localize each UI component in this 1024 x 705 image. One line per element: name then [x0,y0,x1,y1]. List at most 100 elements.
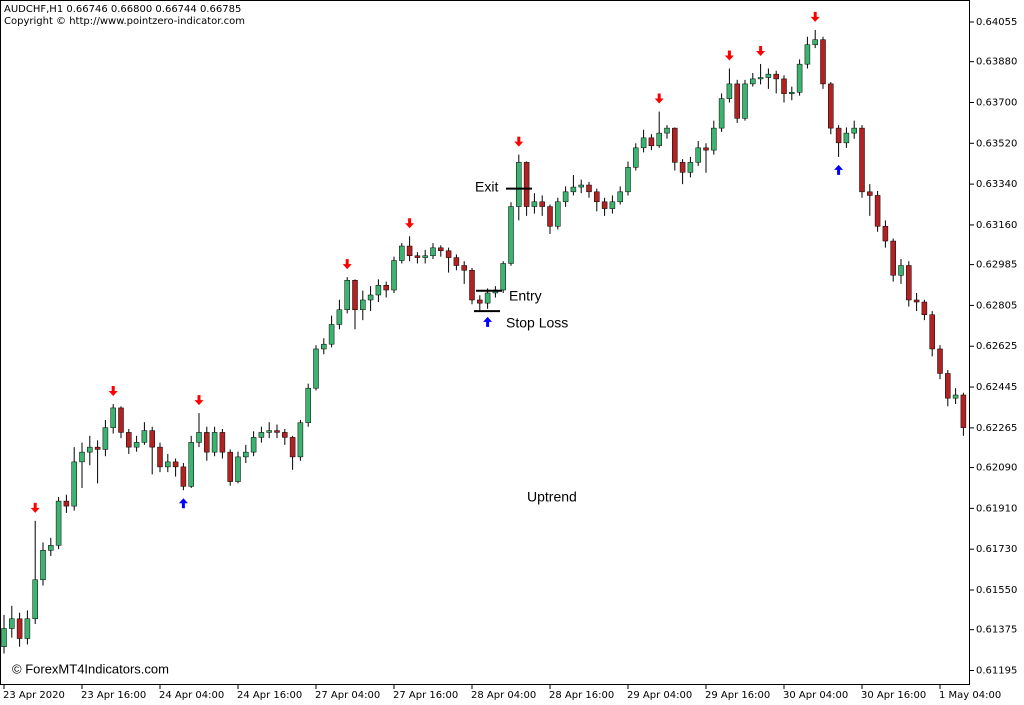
sell-arrow [514,136,524,147]
candle-body [48,545,54,551]
sell-arrow [724,50,734,61]
candle-body [204,432,210,453]
candle-body [765,73,772,78]
candle-body [742,83,748,119]
candle-body [149,430,155,448]
candle-body [960,394,967,428]
candle-body [898,265,904,276]
candle-body [648,137,655,147]
sell-arrow [342,259,352,270]
candle-body [24,618,31,639]
candle-body [952,394,959,399]
sell-arrow [756,45,766,56]
candle-body [570,186,577,193]
y-tick-label: 0.62625 [976,341,1017,352]
candle-body [781,78,787,94]
candle-body [687,162,694,173]
x-tick-label: 27 Apr 04:00 [315,690,380,701]
annotation-trend: Uptrend [527,489,577,505]
y-tick-label: 0.63880 [976,57,1017,68]
candle-body [118,407,124,433]
candle-body [664,127,670,134]
x-tick-label: 23 Apr 2020 [3,690,65,701]
y-tick-label: 0.62090 [976,463,1017,474]
candle-body [594,191,600,203]
buy-arrow [834,164,844,175]
x-tick-label: 24 Apr 04:00 [159,690,224,701]
candle-body [352,280,358,310]
candle-body [734,83,740,119]
candle-body [703,147,709,151]
candle-body [282,432,288,438]
candle-body [516,162,522,207]
candle-body [867,191,873,196]
candle-body [586,184,592,193]
candle-body [344,280,350,310]
candle-body [695,147,701,163]
candle-body [874,195,881,227]
candle-body [453,257,460,266]
x-tick-label: 28 Apr 04:00 [471,690,536,701]
candle-body [375,284,382,296]
y-tick-label: 0.61730 [976,544,1017,555]
candle-body [500,263,506,291]
candle-body [141,430,148,443]
chart-title: AUDCHF,H1 0.66746 0.66800 0.66744 0.6678… [4,4,241,15]
candle-body [679,162,686,173]
candle-body [851,127,857,134]
y-tick-label: 0.64055 [976,17,1017,28]
candle-body [578,184,584,188]
sell-arrow [810,11,820,22]
candle-body [16,618,23,639]
sell-arrow [194,395,204,406]
candle-body [40,550,46,581]
candle-body [828,83,834,129]
candle-body [94,446,101,450]
candle-body [890,240,896,276]
candle-body [336,309,343,325]
candle-body [461,265,467,271]
y-tick-label: 0.62985 [976,260,1017,271]
candle-body [913,299,920,303]
candle-body [328,324,335,345]
candle-body [945,373,951,399]
candle-body [219,432,226,453]
candle-body [633,147,639,168]
candle-body [835,127,842,144]
candle-body [929,314,935,350]
y-tick-label: 0.62805 [976,300,1017,311]
candle-body [258,432,265,438]
buy-arrow [178,498,188,509]
candle-body [297,422,304,458]
candle-body [539,201,545,207]
x-tick-label: 23 Apr 16:00 [81,690,146,701]
plot-frame [0,0,970,685]
candle-body [266,430,272,433]
y-tick-label: 0.63520 [976,138,1017,149]
candle-body [508,206,514,264]
annotation-entry: Entry [509,288,542,304]
candle-body [711,127,717,151]
candle-body [625,167,631,193]
candle-body [87,446,93,453]
candle-body [79,451,85,463]
chart-subtitle: Copyright © http://www.pointzero-indicat… [4,16,245,27]
candle-body [32,579,38,620]
candle-body [562,191,569,203]
x-tick-label: 24 Apr 16:00 [237,690,302,701]
candle-body [55,500,62,546]
candle-body [227,451,233,482]
candle-body [430,247,436,257]
candle-body [9,618,15,629]
candle-body [165,461,171,468]
candle-body [656,132,662,147]
y-tick-label: 0.62265 [976,423,1017,434]
annotation-stop-loss: Stop Loss [506,315,568,331]
candle-body [126,432,132,448]
x-tick-label: 28 Apr 16:00 [549,690,614,701]
candle-body [484,292,491,304]
candle-body [71,461,77,507]
candle-body [391,260,397,291]
candle-body [531,201,538,207]
